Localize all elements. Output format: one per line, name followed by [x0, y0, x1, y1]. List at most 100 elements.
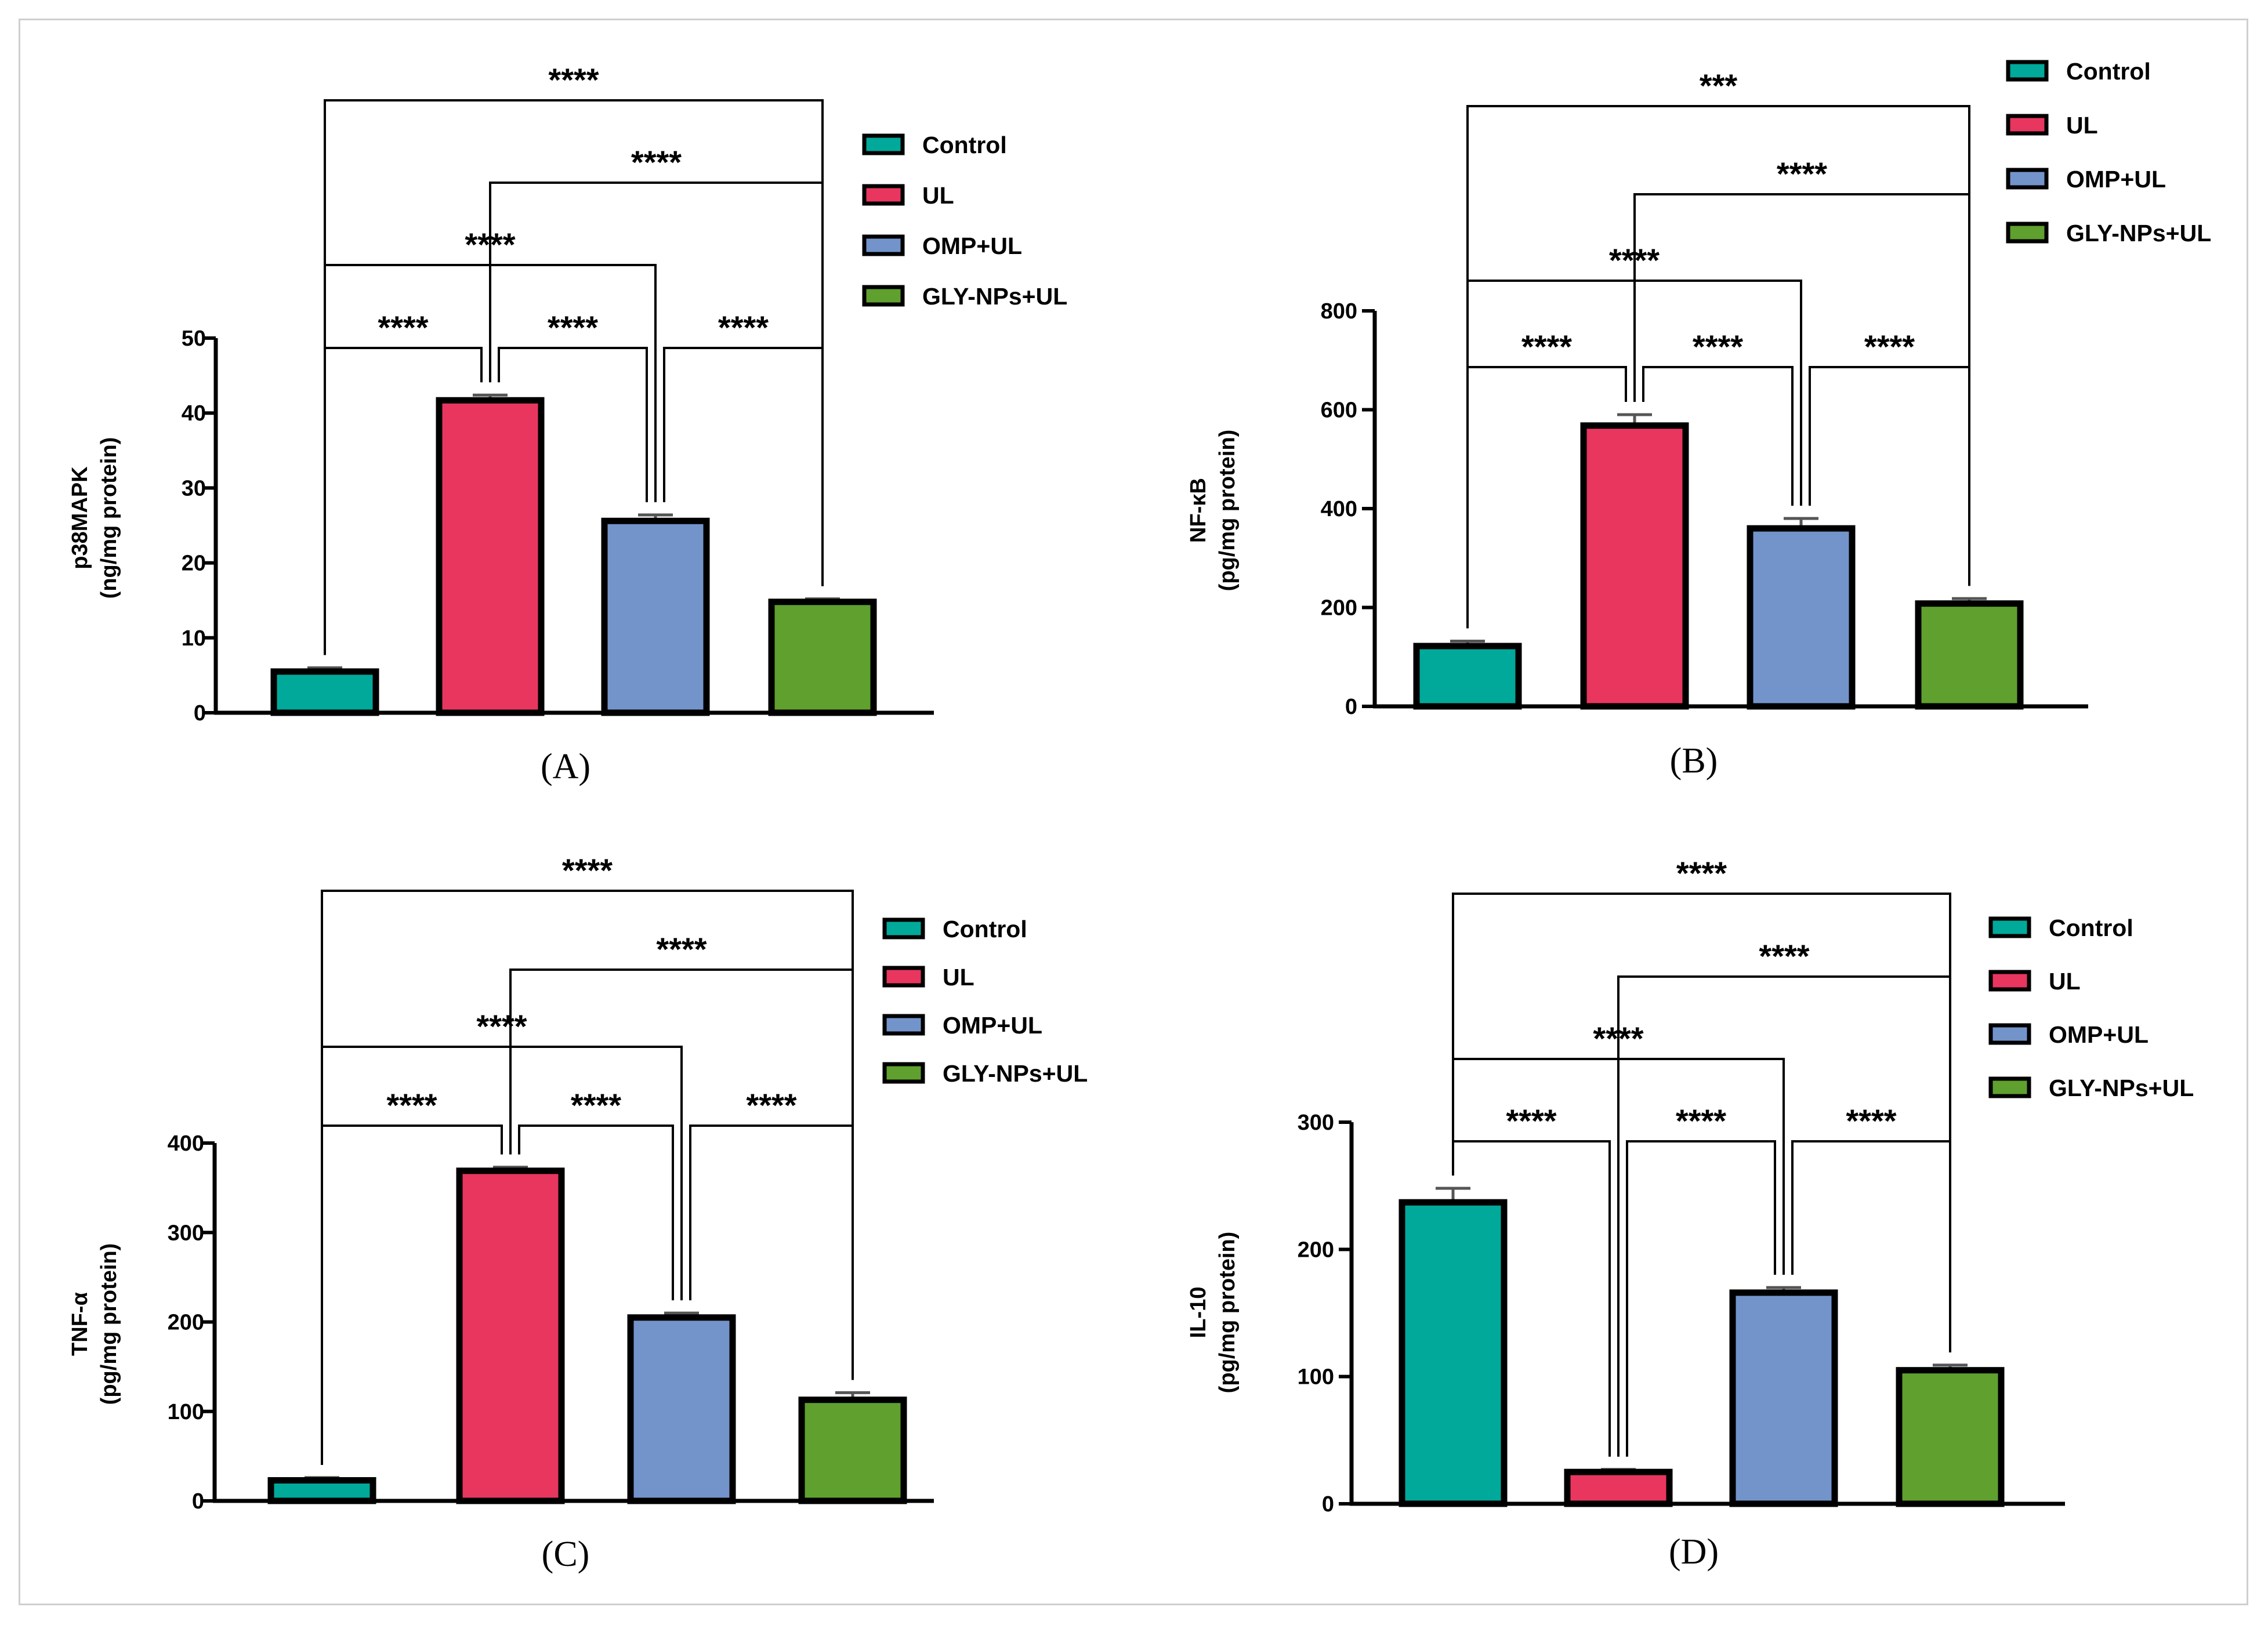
bar-gly-nps-ul — [798, 1397, 907, 1504]
bar-gly-nps-ul — [1896, 1367, 2005, 1507]
legend-swatch — [882, 1062, 925, 1084]
significance-label: **** — [1759, 938, 1809, 974]
y-tick-label: 400 — [168, 1131, 204, 1156]
y-tick-label: 200 — [1321, 596, 1357, 621]
legend-label: Control — [943, 916, 1027, 942]
significance-label: **** — [548, 309, 598, 346]
legend-swatch — [2006, 114, 2049, 136]
y-tick-label: 100 — [168, 1400, 204, 1424]
legend-swatch — [862, 234, 905, 256]
significance-bracket — [321, 890, 854, 1465]
y-tick-label: 300 — [168, 1221, 204, 1245]
chart-panel-1: 0 10 20 30 40 50 p38MAPK (ng/mg protein) **** ***… — [68, 61, 1067, 786]
significance-label: *** — [1700, 67, 1738, 104]
y-axis-unit: (pg/mg protein) — [97, 1243, 121, 1405]
significance-bracket — [1642, 366, 1794, 506]
significance-label: **** — [1777, 155, 1827, 192]
significance-label: **** — [1506, 1102, 1556, 1139]
significance-label: **** — [378, 309, 428, 346]
panel-label: (C) — [542, 1535, 590, 1574]
significance-label: **** — [746, 1087, 796, 1123]
legend-label: Control — [922, 132, 1007, 158]
legend-label: UL — [2066, 112, 2098, 139]
legend-label: Control — [2066, 58, 2151, 85]
legend-swatch — [882, 1014, 925, 1036]
bar-control — [270, 668, 379, 716]
legend-label: GLY-NPs+UL — [943, 1060, 1088, 1087]
y-tick-label: 20 — [182, 552, 206, 576]
panel-label: (B) — [1670, 741, 1718, 781]
bar-omp-ul — [627, 1314, 736, 1504]
bar-gly-nps-ul — [1915, 600, 2024, 710]
y-tick-label: 800 — [1321, 299, 1357, 324]
significance-bracket — [498, 347, 648, 502]
panel-label: (A) — [541, 747, 590, 786]
y-axis-title: NF-κB — [1186, 478, 1211, 543]
significance-label: **** — [548, 61, 599, 98]
significance-label: **** — [1676, 855, 1727, 891]
legend-swatch — [2006, 60, 2049, 82]
panel-label: (D) — [1669, 1532, 1719, 1572]
chart-panel-4: 0 100 200 300 IL-10 (pg/mg protein) **** **** **… — [1186, 855, 2194, 1572]
legend-swatch — [1988, 916, 2031, 938]
bar-ul — [436, 397, 545, 716]
chart-panel-3: 0 100 200 300 400 TNF-α (pg/mg protein) **** ***… — [68, 852, 1088, 1574]
y-tick-label: 0 — [1322, 1492, 1334, 1517]
legend-swatch — [1988, 1076, 2031, 1098]
y-tick-label: 400 — [1321, 497, 1357, 521]
significance-label: **** — [656, 931, 707, 967]
significance-label: **** — [1521, 328, 1572, 365]
legend-label: OMP+UL — [2066, 166, 2166, 193]
bar-gly-nps-ul — [768, 599, 877, 716]
legend-swatch — [2006, 168, 2049, 190]
significance-label: **** — [631, 144, 682, 180]
significance-label: **** — [476, 1008, 527, 1044]
legend-label: GLY-NPs+UL — [2066, 220, 2211, 246]
legend-label: OMP+UL — [922, 233, 1022, 259]
y-axis-title: IL-10 — [1186, 1287, 1211, 1339]
bar-omp-ul — [601, 517, 710, 716]
legend-swatch — [882, 966, 925, 988]
legend-label: Control — [2049, 915, 2133, 941]
significance-label: **** — [1693, 328, 1743, 365]
bar-ul — [456, 1167, 565, 1504]
legend-swatch — [2006, 222, 2049, 244]
significance-label: **** — [1846, 1102, 1896, 1139]
legend-label: OMP+UL — [2049, 1021, 2149, 1048]
significance-bracket — [1452, 893, 1951, 1352]
y-tick-label: 40 — [182, 401, 206, 426]
significance-label: **** — [386, 1087, 437, 1123]
legend-swatch — [882, 917, 925, 940]
bar-omp-ul — [1729, 1289, 1838, 1507]
y-tick-label: 0 — [1345, 695, 1357, 719]
bar-ul — [1580, 422, 1689, 710]
significance-bracket — [324, 99, 824, 655]
y-tick-label: 0 — [192, 1489, 204, 1514]
bar-control — [1413, 643, 1522, 710]
legend-label: GLY-NPs+UL — [922, 283, 1067, 310]
legend-swatch — [862, 285, 905, 307]
legend-swatch — [862, 133, 905, 155]
significance-label: **** — [571, 1087, 621, 1123]
bar-omp-ul — [1747, 525, 1856, 710]
y-tick-label: 200 — [168, 1311, 204, 1335]
legend-label: UL — [943, 964, 974, 991]
figure-frame — [19, 19, 2248, 1605]
y-tick-label: 10 — [182, 626, 206, 651]
legend-swatch — [1988, 970, 2031, 992]
legend-label: UL — [922, 182, 954, 209]
bar-ul — [1564, 1468, 1673, 1507]
legend-swatch — [862, 184, 905, 206]
y-axis-unit: (ng/mg protein) — [97, 437, 121, 599]
significance-label: **** — [1676, 1102, 1726, 1139]
y-tick-label: 300 — [1298, 1111, 1334, 1135]
significance-label: **** — [718, 309, 769, 346]
y-tick-label: 50 — [182, 327, 206, 351]
significance-bracket — [1626, 1140, 1776, 1457]
legend-label: GLY-NPs+UL — [2049, 1075, 2194, 1101]
significance-label: **** — [562, 852, 613, 888]
legend-label: OMP+UL — [943, 1012, 1042, 1039]
y-tick-label: 600 — [1321, 398, 1357, 423]
